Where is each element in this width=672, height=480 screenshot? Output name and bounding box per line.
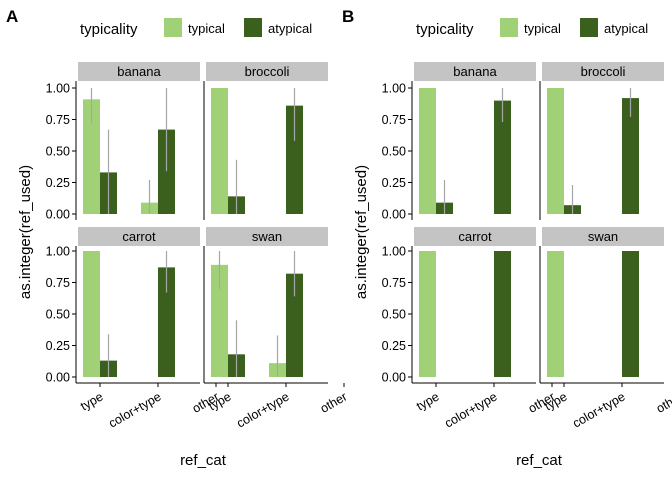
bar-typical-type xyxy=(83,251,100,377)
bar-typical-type xyxy=(547,251,564,377)
facet-strip-label: swan xyxy=(252,229,282,244)
bar-atypical-color+type xyxy=(158,129,175,214)
x-tick-label: other xyxy=(654,389,672,415)
facet-strip xyxy=(414,62,536,81)
facet-strip-label: banana xyxy=(453,64,497,79)
y-axis-title: as.integer(ref_used) xyxy=(353,165,370,299)
y-tick-label: 0.75 xyxy=(382,276,406,290)
facet-strip xyxy=(206,62,328,81)
bar-typical-type xyxy=(211,88,228,214)
facet-carrot: carrot 0.00 0.25 0.50 0.75 1.00 type color+type… xyxy=(46,227,222,431)
x-tick-label: other xyxy=(318,389,350,415)
legend-title: typicality xyxy=(416,21,474,38)
legend-label-atypical: atypical xyxy=(268,21,312,36)
bar-atypical-color+type xyxy=(286,273,303,377)
x-axis-title: ref_cat xyxy=(180,452,227,469)
bar-typical-type xyxy=(547,88,564,214)
bar-atypical-color+type xyxy=(494,251,511,377)
y-tick-label: 0.75 xyxy=(46,276,70,290)
x-tick-label: type xyxy=(78,389,106,413)
legend-key-typical xyxy=(164,18,182,37)
bar-atypical-color+type xyxy=(286,105,303,214)
y-axis-title: as.integer(ref_used) xyxy=(17,165,34,299)
facet-strip xyxy=(78,62,200,81)
y-tick-label: 1.00 xyxy=(46,245,70,259)
facet-strip-label: broccoli xyxy=(245,64,290,79)
y-tick-label: 0.50 xyxy=(46,145,70,159)
legend-label-typical: typical xyxy=(188,21,225,36)
y-tick-label: 1.00 xyxy=(46,82,70,96)
facet-strip-label: swan xyxy=(588,229,618,244)
facet-strip-label: carrot xyxy=(122,229,156,244)
facet-strip-label: banana xyxy=(117,64,161,79)
bar-atypical-color+type xyxy=(622,251,639,377)
x-tick-label: color+type xyxy=(106,389,163,430)
facet-broccoli: broccoli xyxy=(539,62,664,220)
y-tick-label: 0.25 xyxy=(382,176,406,190)
bar-atypical-color+type xyxy=(622,98,639,214)
y-tick-label: 0.25 xyxy=(46,339,70,353)
legend-key-atypical xyxy=(580,18,598,37)
legend: typicality typical atypical xyxy=(80,18,312,38)
x-tick-label: color+type xyxy=(234,389,291,430)
y-tick-label: 1.00 xyxy=(382,82,406,96)
legend-key-typical xyxy=(500,18,518,37)
facet-carrot: carrot 0.00 0.25 0.50 0.75 1.00 type color+type… xyxy=(382,227,558,431)
y-tick-label: 0.50 xyxy=(46,308,70,322)
bar-typical-type xyxy=(419,88,436,214)
facet-strip-label: broccoli xyxy=(581,64,626,79)
y-tick-label: 0.25 xyxy=(46,176,70,190)
y-tick-label: 0.00 xyxy=(46,208,70,222)
y-tick-label: 1.00 xyxy=(382,245,406,259)
legend-label-typical: typical xyxy=(524,21,561,36)
x-axis-title: ref_cat xyxy=(516,452,563,469)
bar-atypical-color+type xyxy=(158,267,175,377)
facet-strip xyxy=(542,227,664,246)
bar-typical-type xyxy=(83,99,100,214)
y-tick-label: 0.50 xyxy=(382,145,406,159)
legend: typicality typical atypical xyxy=(416,18,648,38)
y-tick-label: 0.00 xyxy=(46,371,70,385)
y-tick-label: 0.75 xyxy=(382,113,406,127)
panel-label: A xyxy=(6,7,18,26)
x-tick-label: color+type xyxy=(570,389,627,430)
facet-banana: banana 0.00 0.25 0.50 0.75 1.00 xyxy=(382,62,536,222)
y-tick-label: 0.25 xyxy=(382,339,406,353)
bar-atypical-color+type xyxy=(494,100,511,214)
facet-strip xyxy=(78,227,200,246)
facet-strip xyxy=(414,227,536,246)
y-tick-label: 0.00 xyxy=(382,208,406,222)
y-tick-label: 0.50 xyxy=(382,308,406,322)
legend-label-atypical: atypical xyxy=(604,21,648,36)
facet-strip xyxy=(206,227,328,246)
x-tick-label: type xyxy=(414,389,442,413)
bar-typical-type xyxy=(419,251,436,377)
legend-key-atypical xyxy=(244,18,262,37)
y-tick-label: 0.00 xyxy=(382,371,406,385)
legend-title: typicality xyxy=(80,21,138,38)
bar-typical-type xyxy=(211,264,228,377)
x-tick-label: color+type xyxy=(442,389,499,430)
facet-strip xyxy=(542,62,664,81)
y-tick-label: 0.75 xyxy=(46,113,70,127)
panel-label: B xyxy=(342,7,354,26)
facet-banana: banana 0.00 0.25 0.50 0.75 1.00 xyxy=(46,62,200,222)
facet-broccoli: broccoli xyxy=(203,62,328,220)
facet-strip-label: carrot xyxy=(458,229,492,244)
